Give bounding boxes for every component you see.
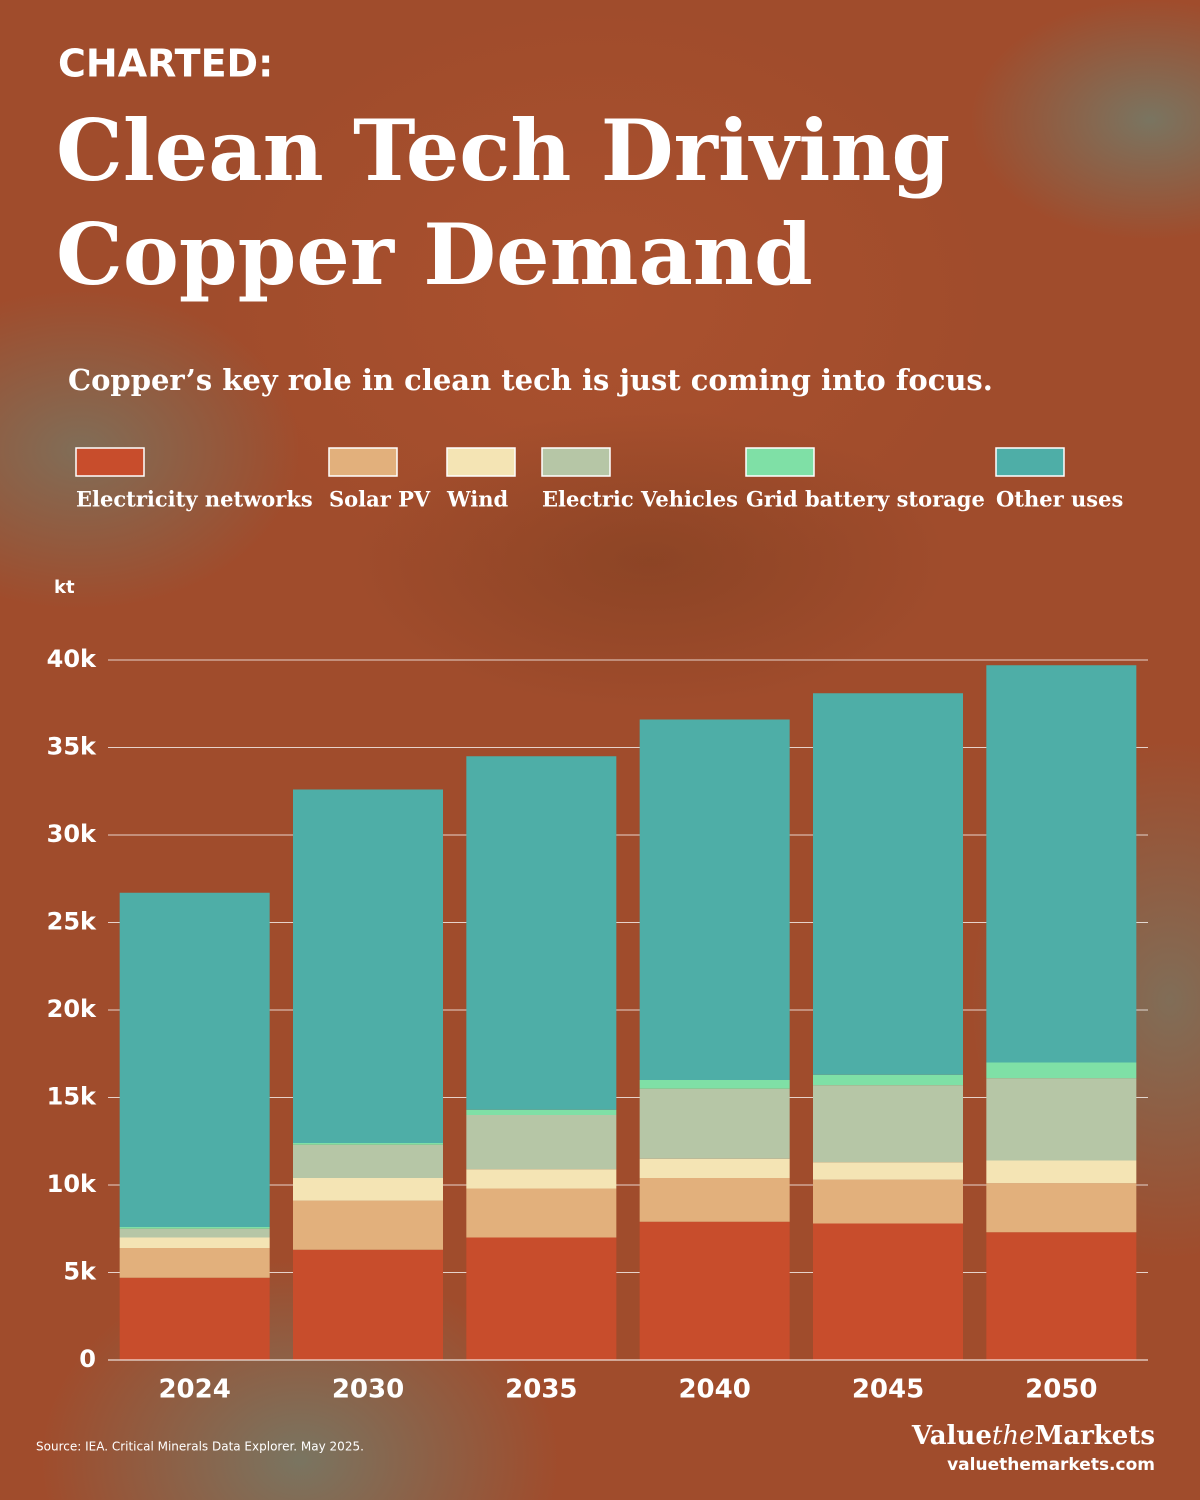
bar-segment <box>119 1228 270 1238</box>
legend-swatch <box>995 447 1065 477</box>
bar-segment <box>466 756 617 1110</box>
bar-segment <box>119 1237 270 1248</box>
bar-segment <box>986 1062 1137 1079</box>
bar-segment <box>986 1232 1137 1360</box>
bar-segment <box>293 1143 443 1145</box>
bar-segment <box>639 1221 790 1360</box>
legend-swatch <box>328 447 398 477</box>
y-tick-label: 40k <box>47 645 97 673</box>
bar-segment <box>639 1178 790 1222</box>
bar-segment <box>986 1160 1137 1184</box>
legend-label: Solar PV <box>329 487 431 512</box>
legend-swatch <box>75 447 145 477</box>
y-unit: kt <box>54 577 75 598</box>
bar-segment <box>293 1200 443 1250</box>
brand-part: Markets <box>1034 1421 1155 1451</box>
x-tick-label: 2024 <box>158 1375 230 1405</box>
bar-segment <box>119 1277 270 1360</box>
y-tick-label: 35k <box>47 733 97 761</box>
y-tick-label: 10k <box>47 1170 97 1198</box>
legend-label: Electricity networks <box>76 487 313 512</box>
brand-part: the <box>992 1421 1035 1451</box>
bar-segment <box>119 892 270 1227</box>
bar-segment <box>813 1074 963 1086</box>
bar-segment <box>813 1223 963 1360</box>
legend-swatch <box>541 447 611 477</box>
bar-segment <box>813 1085 963 1163</box>
source: Source: IEA. Critical Minerals Data Expl… <box>36 1440 364 1454</box>
legend-label: Wind <box>446 487 508 512</box>
bar-segment <box>466 1237 617 1360</box>
bar-segment <box>639 1080 790 1089</box>
bar-segment <box>639 1158 790 1178</box>
bar-segment <box>639 719 790 1080</box>
legend-swatch <box>745 447 815 477</box>
x-tick-label: 2030 <box>332 1375 404 1405</box>
x-tick-label: 2050 <box>1025 1375 1097 1405</box>
bar-segment <box>293 1144 443 1178</box>
x-tick-label: 2035 <box>505 1375 577 1405</box>
y-tick-label: 30k <box>47 820 97 848</box>
y-tick-label: 25k <box>47 908 97 936</box>
legend-label: Grid battery storage <box>746 487 985 512</box>
website: valuethemarkets.com <box>947 1455 1155 1475</box>
y-tick-label: 15k <box>47 1083 97 1111</box>
bar-segment <box>466 1115 617 1170</box>
bar-segment <box>813 1162 963 1180</box>
brand-part: Value <box>911 1421 992 1451</box>
subtitle: Copper’s key role in clean tech is just … <box>68 363 993 397</box>
bar-segment <box>119 1248 270 1278</box>
bar-segment <box>813 693 963 1075</box>
bar-segment <box>813 1179 963 1224</box>
chart-title: Clean Tech Driving <box>56 101 950 200</box>
y-tick-label: 5k <box>63 1258 97 1286</box>
bar-segment <box>466 1169 617 1189</box>
brand: ValuetheMarkets <box>911 1421 1155 1451</box>
bar-segment <box>293 1249 443 1360</box>
y-tick-label: 0 <box>79 1345 96 1373</box>
legend-swatch <box>446 447 516 477</box>
bar-segment <box>466 1188 617 1238</box>
bar-segment <box>293 1178 443 1201</box>
bar-segment <box>466 1109 617 1115</box>
bar-segment <box>986 665 1137 1063</box>
legend-label: Other uses <box>996 487 1123 512</box>
chart-title: Copper Demand <box>56 205 813 304</box>
bar-segment <box>293 789 443 1143</box>
bar-segment <box>119 1227 270 1229</box>
y-tick-label: 20k <box>47 995 97 1023</box>
bar-segment <box>986 1183 1137 1233</box>
bar-segment <box>639 1088 790 1159</box>
x-tick-label: 2045 <box>852 1375 924 1405</box>
legend-label: Electric Vehicles <box>542 487 738 512</box>
bar-segment <box>986 1078 1137 1161</box>
x-tick-label: 2040 <box>678 1375 750 1405</box>
kicker: CHARTED: <box>58 42 273 86</box>
